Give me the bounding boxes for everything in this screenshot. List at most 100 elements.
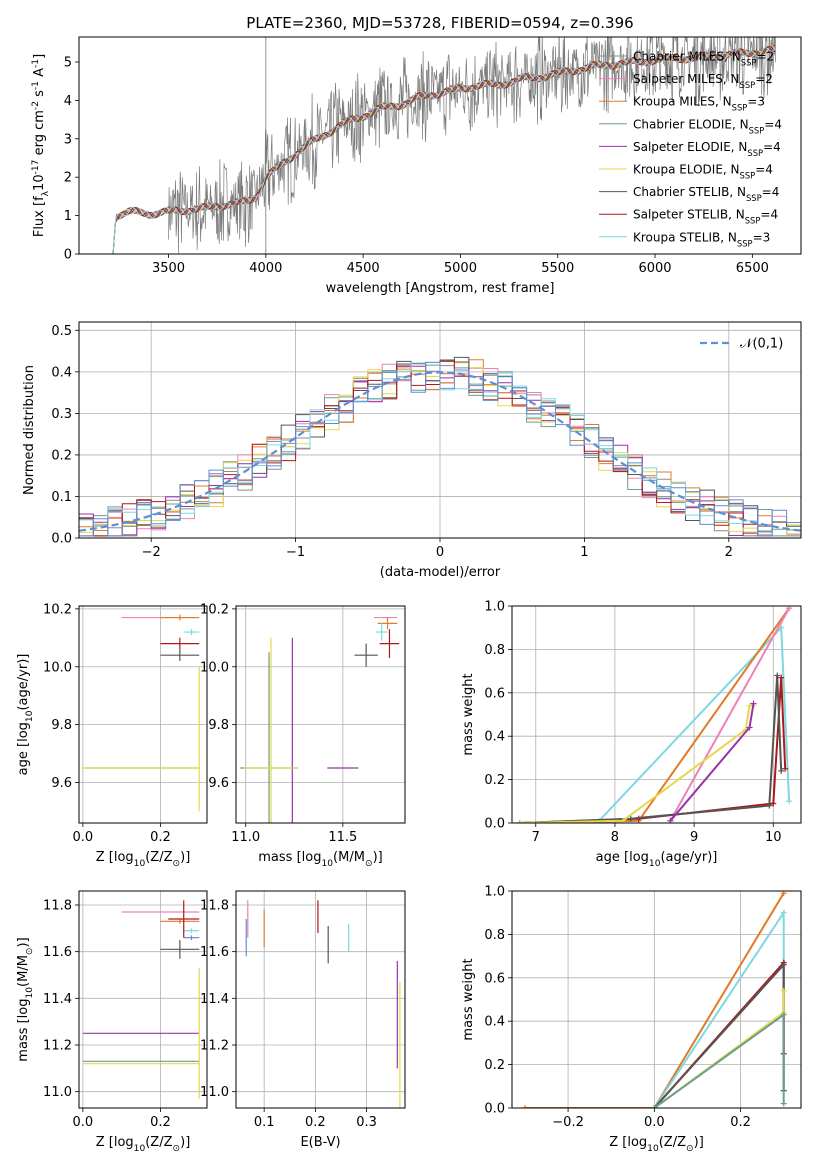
x-tick-label: 0.2 [150, 1115, 171, 1130]
panel-z-weight: −0.2 0.0 0.2 0.0 0.2 0.4 0.6 0.8 1.0 Z [log10(Z/Z… [461, 885, 802, 1154]
y-tick-label: 1.0 [484, 600, 505, 615]
x-tick-label: 3500 [152, 261, 185, 276]
x-tick-label: −2 [142, 545, 161, 560]
panel-residuals: −2 −1 0 1 2 0.0 0.1 0.2 0.3 0.4 0.5 (data-model)/er… [22, 321, 802, 580]
y-tick-label: 0.4 [484, 730, 505, 745]
panel-z-mass: 0.0 0.2 11.0 11.2 11.4 11.6 11.8 Z [log10(Z/Z⊙)… [16, 890, 208, 1154]
panel-z-age: 0.0 0.2 9.6 9.8 10.0 10.2 Z [log10(Z/Z⊙)] age [… [16, 602, 208, 869]
x-tick-label: 0 [436, 545, 444, 560]
x-tick-label: 0.0 [73, 830, 94, 845]
legend-label: Kroupa MILES, NSSP=3 [633, 95, 765, 113]
weight-line [653, 962, 785, 1108]
y-tick-label: 0.8 [484, 928, 505, 943]
y-axis-label: mass [log10(M/M⊙)] [16, 937, 35, 1061]
plot-area [112, 37, 777, 254]
x-tick-label: 10 [765, 830, 782, 845]
y-tick-label: 0.4 [484, 1015, 505, 1030]
y-tick-label: 0.8 [484, 643, 505, 658]
x-tick-label: 11.5 [328, 830, 357, 845]
x-tick-label: 2 [725, 545, 733, 560]
weight-marker [521, 1105, 528, 1108]
x-tick-label: 5500 [541, 261, 574, 276]
x-axis-label: mass [log10(M/M⊙)] [258, 850, 382, 869]
weight-marker [770, 800, 777, 807]
y-axis-label: mass weight [461, 958, 476, 1040]
legend-label: Salpeter STELIB, NSSP=4 [633, 208, 778, 226]
y-tick-label: 11.4 [43, 992, 72, 1007]
weight-marker [750, 700, 757, 707]
legend-label: Salpeter MILES, NSSP=2 [633, 72, 773, 90]
weight-marker [766, 802, 773, 809]
y-tick-label: 11.6 [43, 945, 72, 960]
plot-area [521, 891, 787, 1108]
x-tick-label: 6000 [638, 261, 671, 276]
plot-area [516, 606, 793, 823]
axes-frame [511, 890, 802, 1109]
x-tick-label: 0.2 [150, 830, 171, 845]
legend-label: Kroupa ELODIE, NSSP=4 [633, 163, 773, 181]
panel-mass-age: 11.0 11.5 9.6 9.8 10.0 10.2 mass [log10(M/M⊙)] [200, 602, 406, 869]
weight-marker [627, 815, 634, 822]
y-tick-label: 11.0 [43, 1085, 72, 1100]
plot-area [245, 900, 401, 1108]
weight-line [653, 1012, 785, 1108]
weight-line [519, 625, 791, 823]
weight-line [653, 909, 785, 1108]
x-tick-label: −0.2 [552, 1115, 584, 1130]
weight-marker [516, 820, 523, 823]
weight-marker [780, 1011, 787, 1018]
x-axis-label: Z [log10(Z/Z⊙)] [96, 1135, 191, 1154]
weight-line [669, 703, 755, 822]
residual-histogram [79, 361, 801, 537]
plot-area [82, 900, 200, 1099]
x-tick-label: 4500 [347, 261, 380, 276]
axes-frame [78, 890, 208, 1109]
x-tick-label: 0.0 [73, 1115, 94, 1130]
y-tick-label: 11.2 [43, 1039, 72, 1054]
x-axis-label: wavelength [Angstrom, rest frame] [326, 281, 555, 296]
y-tick-label: 0.2 [51, 448, 72, 463]
y-tick-label: 0.0 [484, 817, 505, 832]
x-tick-label: 1 [580, 545, 588, 560]
weight-marker [651, 1105, 658, 1108]
y-tick-label: 0.4 [51, 365, 72, 380]
weight-marker [780, 1100, 787, 1107]
residual-legend: 𝒩(0,1) [700, 337, 783, 352]
y-axis-label: mass weight [461, 673, 476, 755]
y-tick-label: 5 [64, 55, 72, 70]
observed-spectrum [168, 37, 777, 254]
y-tick-label: 0.2 [484, 773, 505, 788]
y-tick-label: 11.6 [200, 945, 229, 960]
weight-marker [778, 674, 785, 681]
y-tick-label: 0.2 [484, 1058, 505, 1073]
y-tick-label: 11.2 [200, 1039, 229, 1054]
plot-area [79, 356, 801, 537]
y-tick-label: 0.5 [51, 324, 72, 339]
y-axis-label: age [log10(age/yr)] [16, 654, 35, 776]
x-tick-label: 5000 [444, 261, 477, 276]
y-tick-label: 10.2 [43, 602, 72, 617]
y-axis-label: Flux [fλ10-17 erg cm-2 s-1 A-1] [31, 54, 51, 237]
y-tick-label: 0.6 [484, 686, 505, 701]
y-tick-label: 10.0 [43, 660, 72, 675]
y-tick-label: 11.0 [200, 1085, 229, 1100]
x-tick-label: 0.0 [644, 1115, 665, 1130]
x-tick-label: 7 [532, 830, 540, 845]
weight-marker [780, 909, 787, 916]
weight-line [669, 607, 790, 822]
weight-line [524, 892, 785, 1108]
y-tick-label: 0.0 [51, 532, 72, 547]
figure-title: PLATE=2360, MJD=53728, FIBERID=0594, z=0… [246, 14, 633, 32]
y-tick-label: 0 [64, 248, 72, 263]
axes-frame [235, 890, 406, 1109]
weight-marker [780, 961, 787, 968]
y-tick-label: 11.8 [43, 899, 72, 914]
x-tick-label: 6500 [736, 261, 769, 276]
axes-frame [78, 36, 802, 255]
weight-marker [746, 724, 753, 731]
legend-label: Salpeter ELODIE, NSSP=4 [633, 140, 781, 158]
x-tick-label: 0.1 [254, 1115, 275, 1130]
panel-spectrum: 3500 4000 4500 5000 5500 6000 6500 0 1 2 3 4 5 wavele… [31, 36, 802, 296]
y-tick-label: 0.1 [51, 490, 72, 505]
weight-marker [786, 798, 793, 805]
